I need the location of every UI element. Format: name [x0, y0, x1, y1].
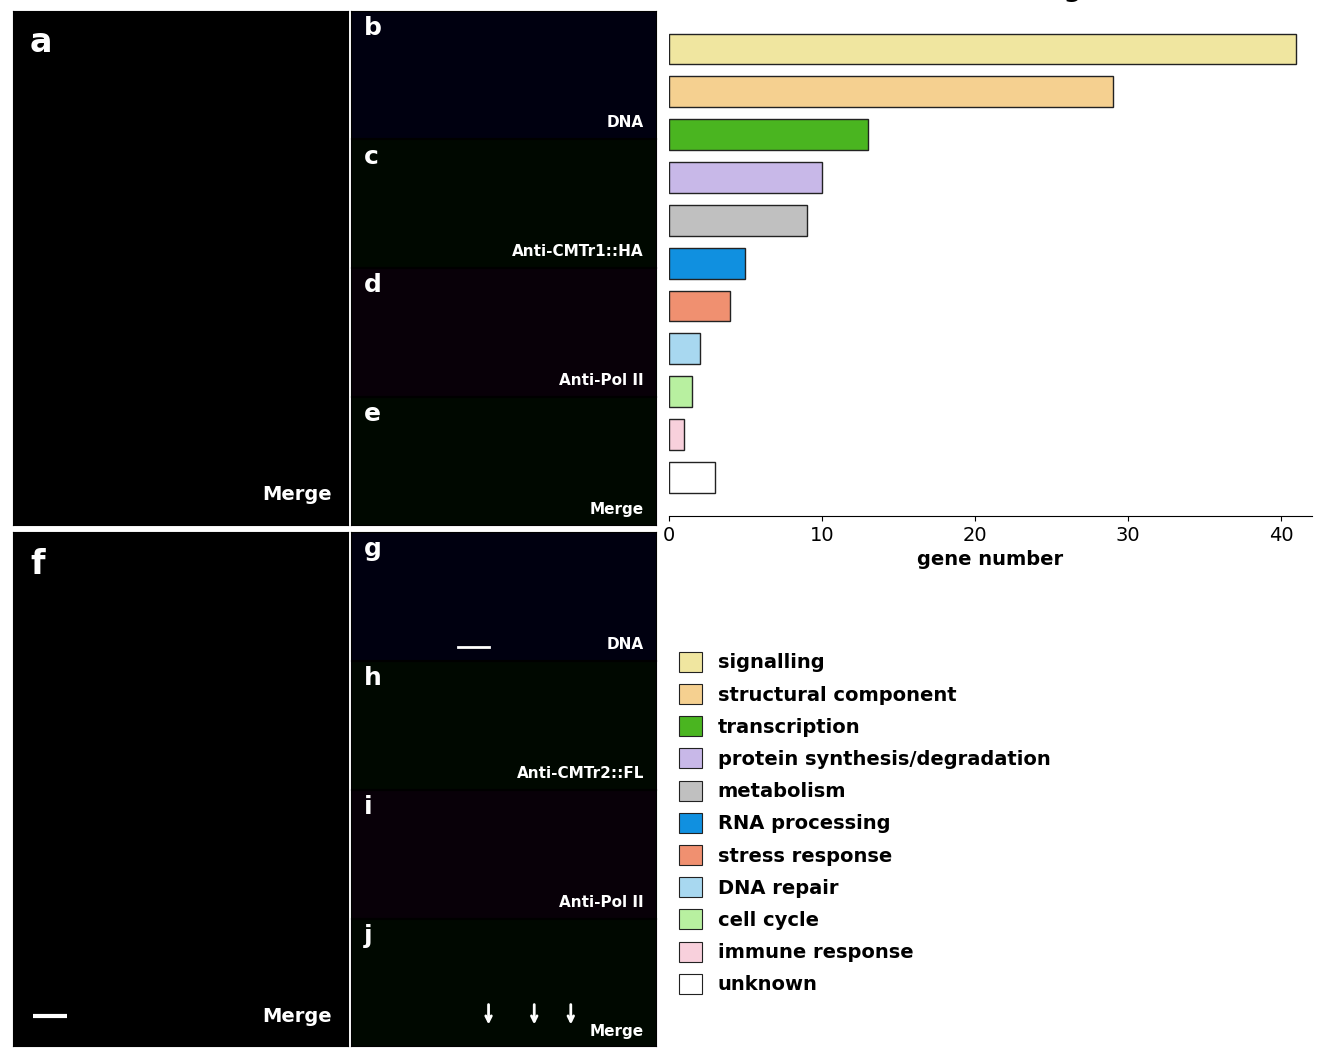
Bar	[669, 376, 692, 407]
Bar	[669, 119, 868, 150]
Bar	[669, 205, 807, 236]
Text: Merge: Merge	[590, 1024, 644, 1039]
Bar	[669, 76, 1113, 107]
Bar	[669, 291, 730, 321]
Bar	[669, 162, 822, 193]
Text: a: a	[30, 26, 53, 59]
Text: h: h	[363, 666, 382, 690]
Text: DNA: DNA	[607, 637, 644, 652]
Text: g: g	[363, 537, 382, 561]
Text: i: i	[363, 795, 372, 819]
Text: Merge: Merge	[262, 485, 331, 504]
Text: DNA: DNA	[607, 115, 644, 130]
Bar	[669, 462, 716, 493]
X-axis label: gene number: gene number	[917, 550, 1064, 569]
Text: c: c	[363, 145, 379, 168]
Text: Anti-CMTr1::HA: Anti-CMTr1::HA	[513, 244, 644, 259]
Text: b: b	[363, 16, 382, 40]
Text: Anti-Pol II: Anti-Pol II	[559, 895, 644, 910]
Text: j: j	[363, 924, 372, 948]
Text: e: e	[363, 402, 380, 426]
Bar	[669, 247, 746, 279]
Legend: signalling, structural component, transcription, protein synthesis/degradation, : signalling, structural component, transc…	[678, 652, 1051, 995]
Text: Anti-Pol II: Anti-Pol II	[559, 373, 644, 388]
Text: Merge: Merge	[590, 502, 644, 517]
Bar	[669, 420, 684, 450]
Text: f: f	[30, 548, 45, 580]
Bar	[669, 34, 1296, 64]
Text: d: d	[363, 274, 382, 297]
Bar	[669, 334, 700, 365]
Text: Anti-CMTr2::FL: Anti-CMTr2::FL	[517, 766, 644, 781]
Title: CMTr2 CLIP targets: CMTr2 CLIP targets	[856, 0, 1125, 2]
Text: Merge: Merge	[262, 1007, 331, 1026]
